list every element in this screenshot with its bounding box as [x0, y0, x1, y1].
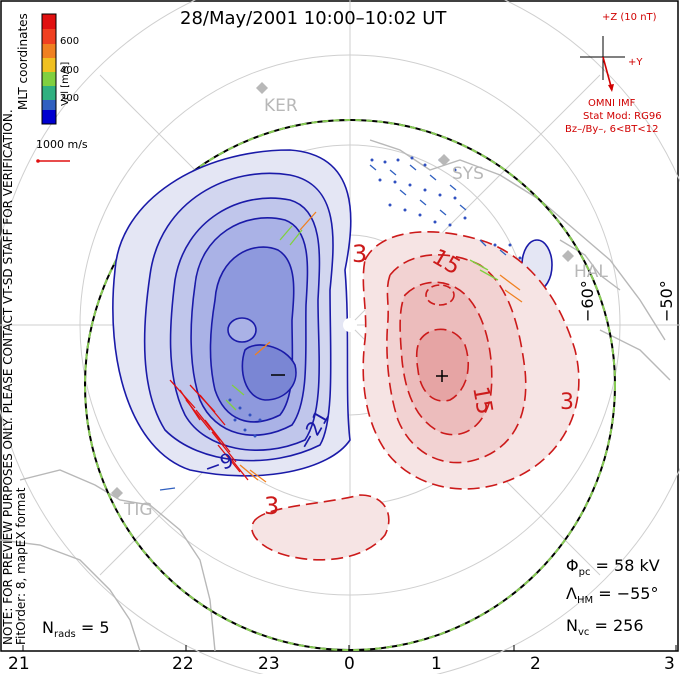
- stat-lambda-value: = −55°: [598, 584, 659, 603]
- mlt-label-3: 3: [664, 654, 675, 674]
- imf-source: OMNI IMF: [588, 98, 636, 109]
- stat-lambda-sub: HM: [576, 595, 594, 607]
- stat-nvc-symbol: N: [566, 616, 578, 635]
- lat-label-50: −50°: [657, 280, 676, 322]
- stat-phi-pc: Φpc = 58 kV: [566, 556, 660, 578]
- stat-nvc: Nvc = 256: [566, 616, 644, 638]
- imf-stat-mod: Stat Mod: RG96: [583, 111, 662, 122]
- pole-marker: [343, 318, 357, 332]
- stat-nvc-sub: vc: [577, 627, 590, 639]
- stat-nrads-sub: rads: [53, 629, 76, 641]
- map-title: 28/May/2001 10:00–10:02 UT: [180, 8, 447, 29]
- contour-label-pos-3a: 3: [352, 240, 368, 268]
- station-sys-marker: [438, 154, 450, 166]
- stat-nvc-value: = 256: [594, 616, 644, 635]
- reference-vector-label: 1000 m/s: [36, 138, 88, 151]
- station-tig-marker: [111, 487, 123, 499]
- coastlines: [0, 139, 671, 652]
- preview-note: NOTE: FOR PREVIEW PURPOSES ONLY. PLEASE …: [1, 109, 15, 645]
- imf-condition: Bz–/By–, 6<BT<12: [565, 124, 659, 135]
- stat-lambda-symbol: Λ: [566, 584, 577, 603]
- station-ker-marker: [256, 82, 268, 94]
- station-tig-label: TIG: [124, 500, 153, 520]
- stat-nrads-symbol: N: [42, 618, 54, 637]
- stat-phi-sub: pc: [578, 567, 591, 579]
- station-hal-marker: [562, 250, 574, 262]
- potential-markers: [271, 370, 448, 382]
- stat-phi-symbol: Φ: [566, 556, 579, 575]
- positive-cell: [251, 231, 580, 561]
- contour-label-pos-3c: 3: [264, 492, 280, 520]
- mlt-label-0: 0: [344, 654, 355, 674]
- station-hal-label: HAL: [574, 262, 608, 282]
- colorbar-tick-200: 200: [60, 93, 80, 104]
- mlt-label-23: 23: [258, 654, 280, 674]
- mlt-label-21: 21: [8, 654, 30, 674]
- lat-label-60: −60°: [578, 280, 597, 322]
- coords-note: MLT coordinates: [16, 13, 30, 110]
- stat-lambda-hm: ΛHM = −55°: [566, 584, 658, 606]
- stat-nrads: Nrads = 5: [42, 618, 110, 640]
- heppner-maynard-boundary-dash: [84, 119, 616, 651]
- velocity-vectors: [159, 156, 523, 491]
- map-frame: [0, 0, 679, 652]
- imf-z-label: +Z (10 nT): [602, 12, 657, 23]
- mlt-ticks: [22, 645, 677, 651]
- mlt-label-22: 22: [172, 654, 194, 674]
- velocity-colorbar: [41, 13, 57, 125]
- colorbar-tick-400: 400: [60, 65, 80, 76]
- imf-clock: [580, 36, 625, 92]
- stat-phi-value: = 58 kV: [595, 556, 660, 575]
- contour-label-pos-15b: 15: [467, 384, 497, 417]
- mlt-label-2: 2: [530, 654, 541, 674]
- stat-nrads-value: = 5: [80, 618, 110, 637]
- mlt-label-1: 1: [431, 654, 442, 674]
- imf-y-label: +Y: [628, 57, 643, 68]
- negative-cell: [112, 149, 553, 477]
- colorbar-tick-600: 600: [60, 36, 80, 47]
- station-ker-label: KER: [264, 96, 298, 116]
- fitorder-note: FitOrder: 8, mapEX format: [14, 487, 28, 645]
- contour-label-pos-3b: 3: [560, 390, 574, 415]
- station-markers: [111, 82, 574, 499]
- reference-vector-origin: [36, 159, 40, 163]
- station-sys-label: SYS: [452, 164, 484, 184]
